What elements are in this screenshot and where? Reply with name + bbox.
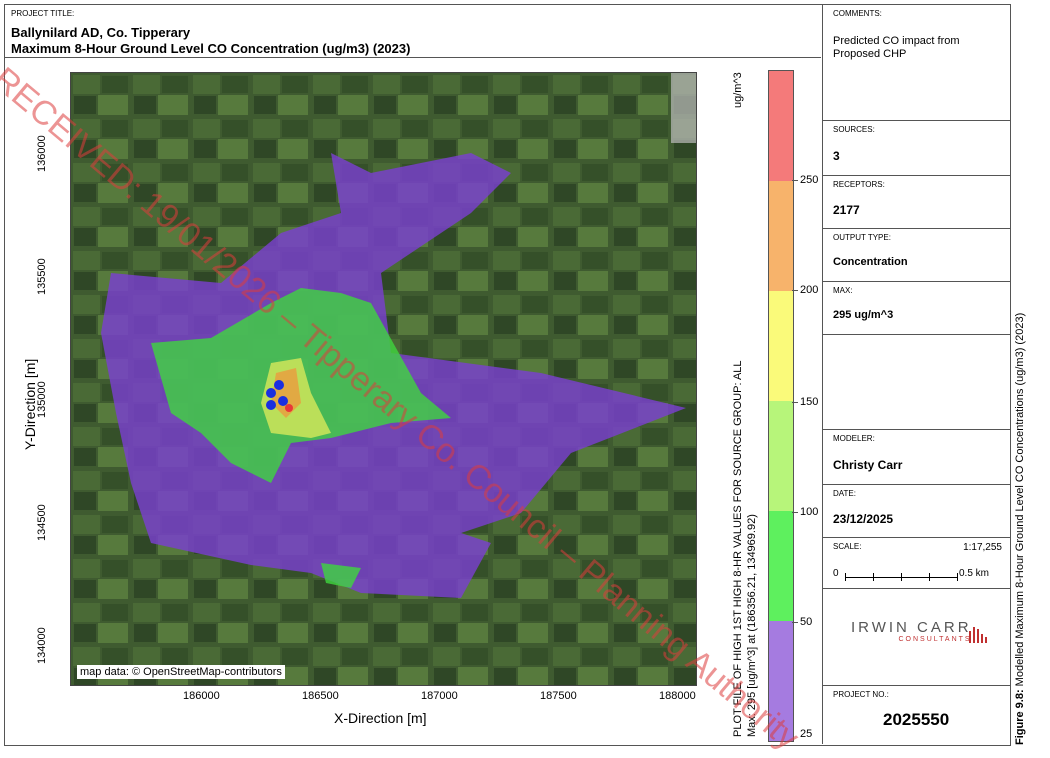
date-cell: DATE: 23/12/2025 bbox=[823, 485, 1010, 538]
output-label: OUTPUT TYPE: bbox=[833, 233, 891, 242]
company-name: IRWIN CARR bbox=[851, 619, 972, 636]
figure-caption-text: Modelled Maximum 8-Hour Ground Level CO … bbox=[1014, 312, 1026, 690]
colorbar-tick: 100 bbox=[800, 506, 819, 518]
company-logo: IRWIN CARR CONSULTANTS bbox=[851, 619, 972, 643]
colorbar-segment bbox=[769, 71, 793, 181]
project-no-value: 2025550 bbox=[883, 710, 950, 729]
project-no-cell: PROJECT NO.: 2025550 bbox=[823, 686, 1010, 744]
colorbar-tickmark bbox=[792, 622, 798, 623]
max-cell: MAX: 295 ug/m^3 bbox=[823, 282, 1010, 335]
colorbar-tick: 25 bbox=[800, 728, 813, 740]
figure-frame bbox=[4, 4, 1011, 746]
logo-cell: IRWIN CARR CONSULTANTS bbox=[823, 589, 1010, 686]
scale-start: 0 bbox=[833, 568, 839, 579]
colorbar-tick: 250 bbox=[800, 174, 819, 186]
x-tick: 186000 bbox=[183, 690, 220, 702]
receptors-label: RECEPTORS: bbox=[833, 180, 885, 189]
y-axis-label: Y-Direction [m] bbox=[22, 358, 38, 450]
date-label: DATE: bbox=[833, 489, 856, 498]
colorbar-unit: ug/m^3 bbox=[732, 72, 744, 108]
scale-cell: SCALE: 1:17,255 0 0.5 km bbox=[823, 538, 1010, 589]
receptors-value: 2177 bbox=[833, 203, 860, 217]
colorbar-segment bbox=[769, 181, 793, 291]
project-title-label: PROJECT TITLE: bbox=[11, 9, 75, 18]
colorbar-segment bbox=[769, 621, 793, 741]
logo-bars-icon bbox=[969, 627, 987, 643]
sources-cell: SOURCES: 3 bbox=[823, 121, 1010, 176]
max-value: 295 ug/m^3 bbox=[833, 309, 894, 321]
max-label: MAX: bbox=[833, 286, 853, 295]
colorbar bbox=[768, 70, 794, 742]
output-value: Concentration bbox=[833, 256, 908, 268]
company-sub: CONSULTANTS bbox=[898, 636, 972, 643]
x-tick: 186500 bbox=[302, 690, 339, 702]
modeler-value: Christy Carr bbox=[833, 458, 903, 472]
colorbar-tickmark bbox=[792, 290, 798, 291]
y-tick: 134500 bbox=[36, 504, 48, 541]
comments-cell: COMMENTS: Predicted CO impact from Propo… bbox=[823, 5, 1010, 121]
colorbar-segment bbox=[769, 511, 793, 621]
map-view[interactable]: map data: © OpenStreetMap-contributors bbox=[70, 72, 697, 686]
info-panel: COMMENTS: Predicted CO impact from Propo… bbox=[822, 5, 1010, 744]
colorbar-tick: 200 bbox=[800, 284, 819, 296]
scale-ratio: 1:17,255 bbox=[963, 542, 1002, 553]
blank-cell bbox=[823, 335, 1010, 430]
project-no-label: PROJECT NO.: bbox=[833, 690, 889, 699]
figure-caption-number: Figure 9.8: bbox=[1014, 689, 1026, 745]
co-plume-contours bbox=[101, 153, 686, 598]
title-block: PROJECT TITLE: Ballynilard AD, Co. Tippe… bbox=[5, 5, 821, 58]
comments-label: COMMENTS: bbox=[833, 9, 882, 18]
y-tick: 134000 bbox=[36, 627, 48, 664]
scale-label: SCALE: bbox=[833, 542, 862, 551]
modeler-label: MODELER: bbox=[833, 434, 875, 443]
colorbar-tickmark bbox=[792, 402, 798, 403]
colorbar-tickmark bbox=[792, 180, 798, 181]
output-cell: OUTPUT TYPE: Concentration bbox=[823, 229, 1010, 282]
sources-label: SOURCES: bbox=[833, 125, 875, 134]
project-title: Ballynilard AD, Co. Tipperary bbox=[11, 25, 191, 40]
colorbar-segment bbox=[769, 291, 793, 401]
colorbar-tick: 150 bbox=[800, 396, 819, 408]
x-tick: 187500 bbox=[540, 690, 577, 702]
sources-value: 3 bbox=[833, 149, 840, 163]
y-tick: 135500 bbox=[36, 258, 48, 295]
modeler-cell: MODELER: Christy Carr bbox=[823, 430, 1010, 485]
map-canvas bbox=[71, 73, 696, 685]
date-value: 23/12/2025 bbox=[833, 512, 894, 526]
colorbar-segment bbox=[769, 401, 793, 511]
receptors-cell: RECEPTORS: 2177 bbox=[823, 176, 1010, 229]
x-tick: 187000 bbox=[421, 690, 458, 702]
colorbar-tickmark bbox=[792, 512, 798, 513]
building-area bbox=[671, 73, 696, 143]
scale-end: 0.5 km bbox=[959, 568, 990, 579]
x-axis-label: X-Direction [m] bbox=[334, 710, 427, 726]
figure-caption: Figure 9.8: Modelled Maximum 8-Hour Grou… bbox=[1014, 313, 1026, 745]
scale-bar: 0 0.5 km bbox=[833, 568, 1003, 582]
map-attribution: map data: © OpenStreetMap-contributors bbox=[77, 665, 285, 679]
comments-text: Predicted CO impact from Proposed CHP bbox=[833, 35, 960, 60]
colorbar-tick: 50 bbox=[800, 616, 813, 628]
x-tick: 188000 bbox=[659, 690, 696, 702]
project-subtitle: Maximum 8-Hour Ground Level CO Concentra… bbox=[11, 41, 411, 56]
